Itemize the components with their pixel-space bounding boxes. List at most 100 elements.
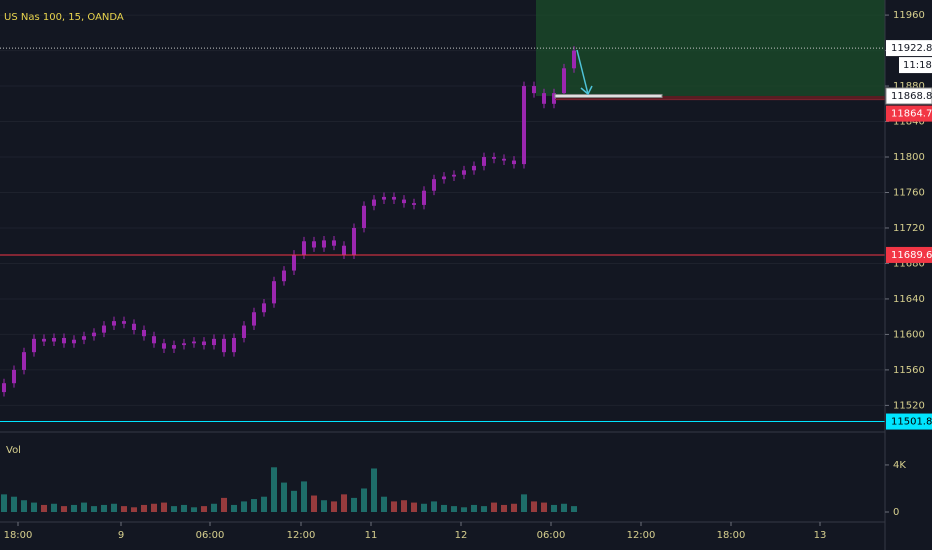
candle-body: [112, 321, 116, 326]
volume-tick-label: 4K: [893, 460, 906, 471]
x-tick-label: 18:00: [4, 530, 33, 541]
x-tick-label: 9: [118, 530, 124, 541]
volume-bar: [241, 501, 247, 512]
candle-body: [442, 176, 446, 180]
x-tick-label: 12:00: [287, 530, 316, 541]
volume-bar: [201, 506, 207, 512]
candle-body: [192, 341, 196, 344]
volume-bar: [31, 502, 37, 512]
volume-bar: [421, 503, 427, 512]
axis: 11520 11560 11600 11640 11680 11720 11760 11800…: [4, 10, 932, 541]
volume-bar: [341, 494, 347, 512]
volume-bar: [51, 503, 57, 512]
candle-body: [572, 50, 576, 69]
candle-body: [492, 157, 496, 159]
volume-tick-label: 0: [893, 507, 899, 518]
volume-bar: [91, 506, 97, 512]
volume-bar: [451, 506, 457, 512]
candle-body: [92, 332, 96, 337]
entry-badge: [885, 87, 932, 105]
volume-bar: [291, 490, 297, 512]
volume-bar: [251, 499, 257, 512]
volume-bar: [431, 501, 437, 512]
volume-bar: [101, 504, 107, 512]
volume-bar: [471, 504, 477, 512]
volume-bar: [111, 503, 117, 512]
volume-bar: [131, 507, 137, 512]
x-tick-label: 06:00: [537, 530, 566, 541]
candle-body: [502, 158, 506, 161]
candle-body: [462, 170, 466, 175]
volume-bar: [11, 496, 17, 512]
volume-bar: [261, 496, 267, 512]
candle-body: [412, 203, 416, 205]
y-tick-label: 11800: [893, 152, 925, 163]
y-tick-label: 11600: [893, 329, 925, 340]
candle-body: [372, 199, 376, 206]
candle-body: [282, 270, 286, 282]
x-tick-label: 06:00: [196, 530, 225, 541]
current-price-badge: [886, 40, 932, 57]
volume-bar: [161, 502, 167, 512]
y-tick-label: 11960: [893, 10, 925, 21]
entry-label: 11868.8: [891, 91, 932, 102]
volume-bar: [541, 502, 547, 512]
arrow-head: [580, 85, 593, 96]
volume-bar: [61, 506, 67, 512]
candle-body: [182, 343, 186, 346]
volume-bar: [391, 501, 397, 512]
candle-body: [342, 245, 346, 255]
candle-body: [392, 196, 396, 200]
volume-bar: [561, 503, 567, 512]
volume-bar: [481, 506, 487, 512]
volume-bar: [121, 506, 127, 512]
volume-bar: [321, 500, 327, 512]
candle-body: [42, 338, 46, 342]
volume-bar: [361, 488, 367, 512]
volume-bar: [571, 506, 577, 512]
candle-body: [552, 93, 556, 104]
candle-body: [152, 336, 156, 344]
stop-label: 11864.7: [891, 109, 932, 120]
candle-body: [2, 383, 6, 393]
candle-body: [32, 338, 36, 353]
candle-body: [302, 241, 306, 255]
candle-body: [62, 337, 66, 344]
volume-bar: [21, 500, 27, 512]
volume-bar: [81, 502, 87, 512]
volume-bar: [211, 503, 217, 512]
level-label: 11501.8: [891, 417, 932, 428]
candle-body: [292, 254, 296, 271]
volume-bar: [71, 504, 77, 512]
volume-bar: [331, 501, 337, 512]
candle-body: [12, 369, 16, 384]
y-tick-label: 11680: [893, 258, 925, 269]
candle-body: [322, 240, 326, 248]
candle-body: [562, 68, 566, 94]
volume-bar: [401, 500, 407, 512]
candle-body: [232, 337, 236, 353]
x-tick-label: 12: [455, 530, 468, 541]
x-tick-label: 13: [814, 530, 827, 541]
candle-body: [22, 352, 26, 370]
y-tick-label: 11840: [893, 117, 925, 128]
candle-body: [242, 325, 246, 338]
volume-bar: [381, 496, 387, 512]
stop-zone: [555, 95, 885, 100]
candle-body: [432, 179, 436, 191]
entry-line: [554, 93, 663, 98]
plot: [0, 46, 885, 512]
volume-bar: [221, 497, 227, 512]
candle-body: [72, 339, 76, 344]
stop-badge: [886, 105, 932, 122]
volume-bar: [191, 507, 197, 512]
candle-body: [532, 86, 536, 94]
candle-body: [402, 199, 406, 204]
volume-bar: [181, 504, 187, 512]
volume-bar: [311, 495, 317, 512]
candle-body: [512, 160, 516, 165]
volume-bar: [461, 507, 467, 512]
volume-bar: [1, 494, 7, 512]
candle-body: [162, 343, 166, 349]
candle-body: [422, 190, 426, 205]
